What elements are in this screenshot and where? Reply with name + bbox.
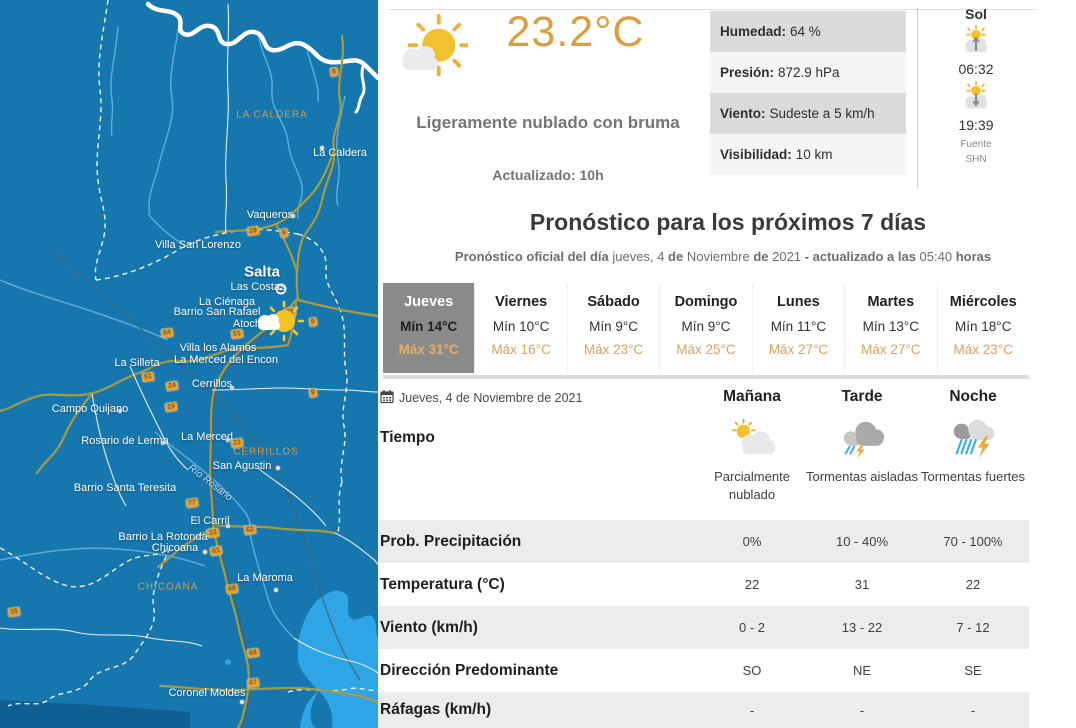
pressure-row: Presión: 872.9 hPa <box>710 52 906 93</box>
road-shield: 61 <box>209 545 223 557</box>
vertical-divider <box>917 8 918 188</box>
road-shield: 51 <box>141 371 155 383</box>
forecast-subtitle: Pronóstico oficial del día jueves, 4 de … <box>454 249 992 264</box>
visibility-label: Visibilidad: <box>720 147 792 162</box>
day-card[interactable]: Lunes Mín 11°C Máx 27°C <box>751 283 845 373</box>
road-shield: 47 <box>246 677 260 689</box>
column-header-tarde: Tarde <box>841 388 883 405</box>
current-temperature: 23.2°C <box>506 8 645 56</box>
current-updated: Actualizado: 10h <box>492 167 604 183</box>
location-map[interactable]: LA CALDERA La Caldera Vaqueros Villa San Lo… <box>0 0 378 728</box>
road-shield: 9 <box>308 387 318 399</box>
day-card[interactable]: Martes Mín 13°C Máx 27°C <box>844 283 937 373</box>
humidity-label: Humedad: <box>720 24 787 39</box>
pressure-label: Presión: <box>720 65 775 80</box>
road-shield: 68 <box>225 583 239 595</box>
road-shield: 22 <box>230 437 244 449</box>
road-shield: 28 <box>246 225 260 237</box>
day-card[interactable]: Sábado Mín 9°C Máx 23°C <box>566 283 660 373</box>
humidity-value: 64 % <box>790 24 821 39</box>
weather-content: 23.2°C Ligeramente nublado con bruma Act… <box>378 0 1076 728</box>
sunrise-icon <box>960 25 992 55</box>
road-shield: 84 <box>160 327 174 339</box>
condition-manana: Parcialmente nublado <box>714 469 790 503</box>
day-card[interactable]: Domingo Mín 9°C Máx 25°C <box>659 283 752 373</box>
sun-title: Sol <box>965 6 987 22</box>
table-row: Ráfagas (km/h) - - - <box>378 692 1029 728</box>
sun-panel: Sol <box>930 6 1022 167</box>
station-marker-icon <box>275 283 287 295</box>
visibility-row: Visibilidad: 10 km <box>710 134 906 175</box>
road-shield: 68 <box>246 647 260 659</box>
condition-tarde: Tormentas aisladas <box>806 469 918 484</box>
day-card[interactable]: Jueves Mín 14°C Máx 31°C <box>383 283 475 373</box>
road-shield: 24 <box>165 380 179 392</box>
wind-row: Viento: Sudeste a 5 km/h <box>710 93 906 134</box>
sunset-icon <box>960 81 992 111</box>
road-shield: 62 <box>243 524 257 536</box>
road-shield: 51 <box>230 328 244 340</box>
isolated-storms-icon <box>839 418 885 460</box>
road-shield: 33 <box>206 527 220 539</box>
map-canvas <box>0 0 378 728</box>
table-row: Temperatura (°C) 22 31 22 <box>380 575 981 593</box>
wind-label: Viento: <box>720 106 766 121</box>
partly-cloudy-icon <box>729 418 775 460</box>
table-row: Prob. Precipitación 0% 10 - 40% 70 - 100… <box>378 520 1029 563</box>
day-cards: Jueves Mín 14°C Máx 31°C Viernes Mín 10°… <box>383 283 1029 373</box>
table-row: Dirección Predominante SO NE SE <box>380 661 982 679</box>
road-shield: 9 <box>279 227 289 239</box>
current-condition: Ligeramente nublado con bruma <box>416 113 680 132</box>
top-divider <box>388 9 1036 10</box>
detail-date: Jueves, 4 de Noviembre de 2021 <box>380 389 582 407</box>
sun-source: Fuente SHN <box>960 139 992 165</box>
road-shield: 19 <box>164 401 178 413</box>
detail-table: Prob. Precipitación 0% 10 - 40% 70 - 100… <box>378 520 1029 728</box>
forecast-title: Pronóstico para los próximos 7 días <box>529 209 927 235</box>
cards-divider <box>383 375 1029 379</box>
column-header-noche: Noche <box>949 388 997 405</box>
sunrise-time: 06:32 <box>958 61 994 77</box>
current-details-panel: Humedad: 64 % Presión: 872.9 hPa Viento:… <box>710 11 906 175</box>
wind-value: Sudeste a 5 km/h <box>769 106 875 121</box>
road-shield: 77 <box>185 497 199 509</box>
table-row: Viento (km/h) 0 - 2 13 - 22 7 - 12 <box>378 606 1029 649</box>
day-card[interactable]: Miércoles Mín 18°C Máx 23°C <box>936 283 1029 373</box>
sunset-time: 19:39 <box>958 117 994 133</box>
visibility-value: 10 km <box>795 147 833 162</box>
pressure-value: 872.9 hPa <box>778 65 840 80</box>
road-shield: 35 <box>7 606 21 618</box>
heavy-storms-icon <box>950 418 996 460</box>
map-weather-marker-icon <box>248 298 304 344</box>
condition-noche: Tormentas fuertes <box>920 469 1026 484</box>
day-card[interactable]: Viernes Mín 10°C Máx 16°C <box>474 283 567 373</box>
tiempo-label: Tiempo <box>380 429 435 446</box>
road-shield: 9 <box>308 316 318 328</box>
calendar-icon <box>380 389 394 407</box>
sun-cloud-icon <box>390 12 470 90</box>
detail-date-text: Jueves, 4 de Noviembre de 2021 <box>399 391 583 405</box>
road-shield: 9 <box>329 66 339 78</box>
column-header-manana: Mañana <box>723 388 781 405</box>
humidity-row: Humedad: 64 % <box>710 11 906 52</box>
